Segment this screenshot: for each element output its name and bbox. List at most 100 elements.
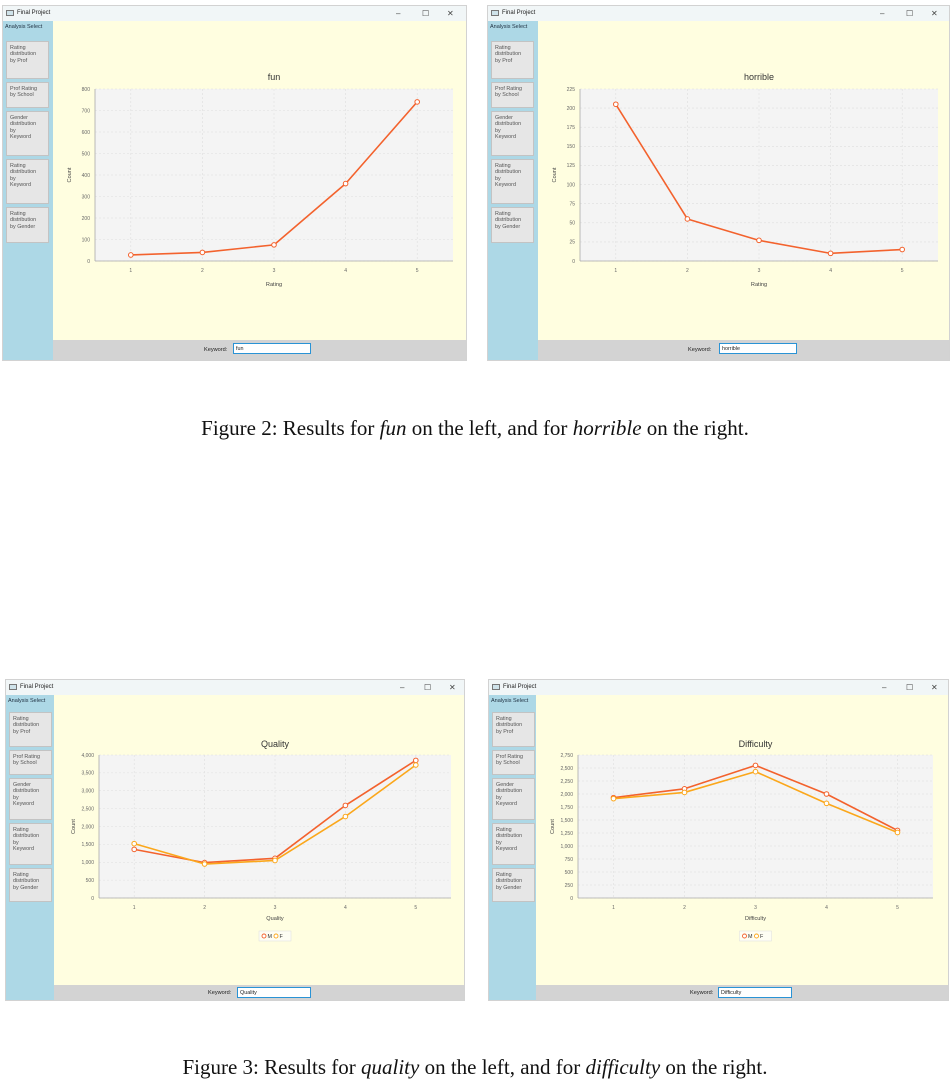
sidebar-item-rating-by-gender[interactable]: Rating distribution by Gender (9, 868, 52, 902)
x-tick-label: 4 (829, 268, 832, 274)
data-point[interactable] (684, 216, 691, 222)
legend-label: F (760, 934, 764, 940)
sidebar-item-gender-by-keyword[interactable]: Gender distribution by Keyword (492, 778, 535, 820)
y-tick-label: 2,000 (560, 792, 573, 798)
data-point[interactable] (613, 101, 619, 108)
keyword-label: Keyword: (688, 347, 712, 353)
y-tick-label: 50 (569, 221, 575, 227)
minimize-icon[interactable]: – (400, 683, 405, 692)
minimize-icon[interactable]: – (396, 9, 401, 18)
sidebar-item-rating-by-prof[interactable]: Rating distribution by Prof (492, 712, 535, 747)
minimize-icon[interactable]: – (882, 683, 887, 692)
y-tick-label: 2,750 (560, 753, 573, 759)
data-point[interactable] (271, 242, 277, 248)
analysis-sidebar: Analysis Select Rating distribution by P… (488, 21, 538, 360)
maximize-icon[interactable]: ☐ (906, 683, 914, 692)
x-tick-label: 3 (274, 905, 277, 911)
sidebar-item-prof-rating-by-school[interactable]: Prof Rating by School (491, 82, 534, 108)
sidebar-item-rating-by-keyword[interactable]: Rating distribution by Keyword (491, 159, 534, 204)
data-point[interactable] (413, 757, 419, 764)
close-icon[interactable]: ✕ (449, 683, 456, 692)
data-point[interactable] (827, 250, 834, 257)
y-tick-label: 500 (82, 151, 91, 157)
keyword-input[interactable] (719, 343, 797, 354)
data-point[interactable] (823, 791, 830, 797)
x-tick-label: 5 (416, 268, 419, 274)
data-point[interactable] (681, 789, 688, 796)
caption-text: on the right. (660, 1055, 768, 1079)
y-tick-label: 300 (82, 194, 91, 200)
data-point[interactable] (823, 800, 830, 807)
data-point[interactable] (342, 180, 349, 187)
sidebar-item-rating-by-prof[interactable]: Rating distribution by Prof (9, 712, 52, 747)
sidebar-item-prof-rating-by-school[interactable]: Prof Rating by School (6, 82, 49, 108)
y-tick-label: 100 (567, 182, 576, 188)
y-tick-label: 250 (565, 883, 574, 889)
close-icon[interactable]: ✕ (447, 9, 454, 18)
caption-keyword: horrible (572, 416, 642, 440)
data-point[interactable] (894, 829, 901, 836)
sidebar-title: Analysis Select (491, 698, 529, 704)
y-tick-label: 400 (82, 173, 91, 179)
x-tick-label: 2 (683, 905, 686, 911)
y-tick-label: 1,000 (81, 860, 94, 866)
data-point[interactable] (272, 857, 278, 864)
legend-marker (742, 933, 747, 939)
data-point[interactable] (752, 768, 759, 775)
y-tick-label: 750 (565, 857, 574, 863)
data-point[interactable] (610, 795, 617, 802)
maximize-icon[interactable]: ☐ (906, 9, 914, 18)
data-point[interactable] (199, 249, 206, 256)
data-point[interactable] (756, 237, 762, 244)
y-axis-label: Count (550, 819, 556, 834)
caption-text: Figure 2: Results for (201, 416, 380, 440)
maximize-icon[interactable]: ☐ (424, 683, 432, 692)
sidebar-item-rating-by-keyword[interactable]: Rating distribution by Keyword (9, 823, 52, 865)
title-bar: Final Project – ☐ ✕ (488, 6, 949, 21)
sidebar-item-gender-by-keyword[interactable]: Gender distribution by Keyword (9, 778, 52, 820)
keyword-input[interactable] (237, 987, 311, 998)
sidebar-item-prof-rating-by-school[interactable]: Prof Rating by School (492, 750, 535, 775)
y-tick-label: 175 (567, 125, 576, 131)
title-bar: Final Project – ☐ ✕ (3, 6, 466, 21)
app-window-difficulty: Final Project – ☐ ✕ Analysis Select Rati… (489, 680, 948, 1000)
data-point[interactable] (752, 762, 759, 769)
sidebar-item-rating-by-keyword[interactable]: Rating distribution by Keyword (6, 159, 49, 204)
y-tick-label: 0 (91, 896, 94, 902)
maximize-icon[interactable]: ☐ (422, 9, 430, 18)
y-tick-label: 100 (82, 237, 91, 243)
sidebar-item-rating-by-gender[interactable]: Rating distribution by Gender (492, 868, 535, 902)
sidebar-item-rating-by-prof[interactable]: Rating distribution by Prof (491, 41, 534, 79)
y-tick-label: 800 (82, 87, 91, 93)
data-point[interactable] (131, 840, 137, 847)
data-point[interactable] (201, 861, 208, 867)
chart-title: horrible (744, 72, 774, 82)
x-tick-label: 3 (754, 905, 757, 911)
data-point[interactable] (414, 99, 421, 105)
data-point[interactable] (342, 802, 349, 809)
y-tick-label: 500 (565, 870, 574, 876)
close-icon[interactable]: ✕ (931, 683, 938, 692)
analysis-sidebar: Analysis Select Rating distribution by P… (3, 21, 53, 360)
sidebar-item-rating-by-prof[interactable]: Rating distribution by Prof (6, 41, 49, 79)
legend-marker (754, 933, 759, 939)
app-icon (491, 10, 499, 16)
minimize-icon[interactable]: – (880, 9, 885, 18)
close-icon[interactable]: ✕ (931, 9, 938, 18)
sidebar-item-rating-by-gender[interactable]: Rating distribution by Gender (6, 207, 49, 243)
keyword-input[interactable] (718, 987, 792, 998)
data-point[interactable] (413, 762, 419, 768)
data-point[interactable] (342, 813, 349, 820)
sidebar-item-gender-by-keyword[interactable]: Gender distribution by Keyword (6, 111, 49, 156)
sidebar-item-rating-by-gender[interactable]: Rating distribution by Gender (491, 207, 534, 243)
sidebar-item-rating-by-keyword[interactable]: Rating distribution by Keyword (492, 823, 535, 865)
keyword-input[interactable] (233, 343, 311, 354)
data-point[interactable] (131, 846, 137, 853)
data-point[interactable] (899, 246, 906, 253)
sidebar-item-gender-by-keyword[interactable]: Gender distribution by Keyword (491, 111, 534, 156)
y-tick-label: 4,000 (81, 753, 94, 759)
data-point[interactable] (128, 252, 134, 258)
window-title: Final Project (20, 684, 54, 690)
sidebar-item-prof-rating-by-school[interactable]: Prof Rating by School (9, 750, 52, 775)
app-window-fun: Final Project – ☐ ✕ Analysis Select Rati… (3, 6, 466, 360)
